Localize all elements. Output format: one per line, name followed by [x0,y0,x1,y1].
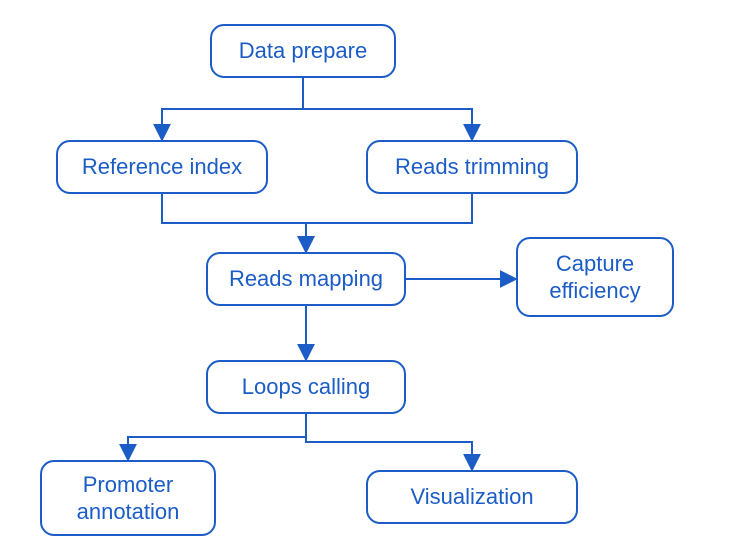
node-data-prepare: Data prepare [210,24,396,78]
node-label: Reads mapping [229,265,383,293]
node-label: Reference index [82,153,242,181]
node-visualization: Visualization [366,470,578,524]
node-loops-calling: Loops calling [206,360,406,414]
node-label: Visualization [410,483,533,511]
node-label: Captureefficiency [549,250,640,305]
node-reference-index: Reference index [56,140,268,194]
node-reads-trimming: Reads trimming [366,140,578,194]
node-promoter-annotation: Promoterannotation [40,460,216,536]
node-reads-mapping: Reads mapping [206,252,406,306]
node-capture-efficiency: Captureefficiency [516,237,674,317]
node-label: Promoterannotation [77,471,180,526]
node-label: Loops calling [242,373,370,401]
node-label: Reads trimming [395,153,549,181]
flowchart-canvas: Data prepare Reference index Reads trimm… [0,0,732,552]
node-label: Data prepare [239,37,367,65]
